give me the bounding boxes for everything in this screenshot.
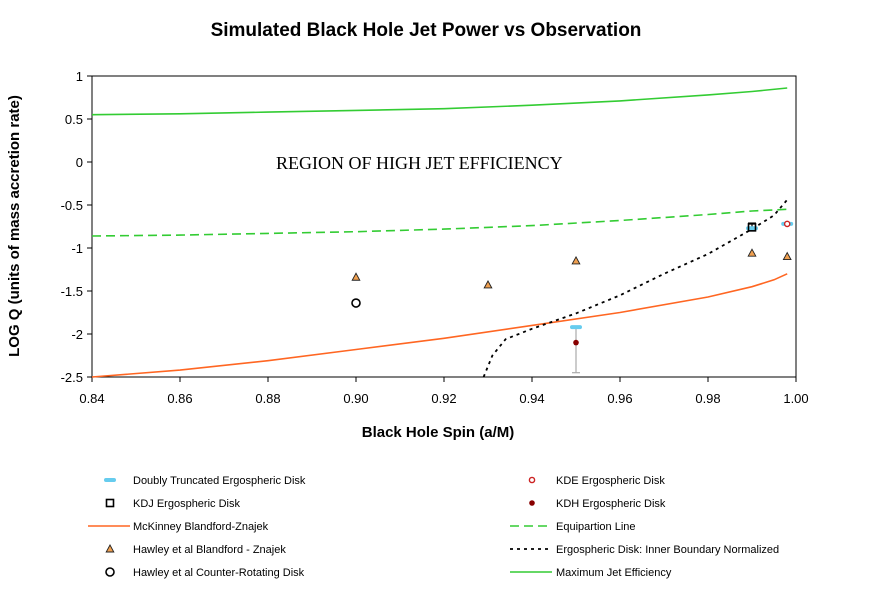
- legend-entry-equipartion-line: Equipartion Line: [556, 521, 636, 533]
- x-tick-label: 0.98: [695, 391, 720, 406]
- x-tick-label: 0.86: [167, 391, 192, 406]
- legend: Doubly Truncated Ergospheric Disk KDJ Erg…: [88, 475, 779, 579]
- y-axis-ticks: 1 0.5 0 -0.5 -1 -1.5 -2 -2.5: [61, 69, 92, 385]
- legend-entry-hawley-et-al-counter-rotating-disk: Hawley et al Counter-Rotating Disk: [133, 567, 305, 579]
- y-tick-label: 1: [76, 69, 83, 84]
- legend-entry-ergospheric-disk-inner-boundary-normalized: Ergospheric Disk: Inner Boundary Normali…: [556, 544, 779, 556]
- x-tick-label: 0.94: [519, 391, 544, 406]
- data-point-kdj-ergospheric-disk: [747, 223, 757, 232]
- x-tick-label: 0.90: [343, 391, 368, 406]
- legend-swatch-hawley-et-al-counter-rotating-disk: [105, 567, 115, 577]
- data-point-hawley-et-al-blandford-znajek: [571, 255, 581, 265]
- y-axis-label: LOG Q (units of mass accretion rate): [6, 95, 23, 357]
- y-tick-label: -2.5: [61, 370, 83, 385]
- data-point-hawley-et-al-blandford-znajek: [747, 248, 757, 257]
- y-tick-label: -2: [71, 327, 83, 342]
- legend-entry-maximum-jet-efficiency: Maximum Jet Efficiency: [556, 567, 672, 579]
- series-line-equipartion-line: [91, 208, 788, 237]
- x-axis-label: Black Hole Spin (a/M): [362, 424, 515, 441]
- x-tick-label: 0.92: [431, 391, 456, 406]
- legend-entry-kdh-ergospheric-disk: KDH Ergospheric Disk: [556, 498, 666, 510]
- legend-entry-doubly-truncated-ergospheric-disk: Doubly Truncated Ergospheric Disk: [133, 475, 306, 487]
- legend-entry-kde-ergospheric-disk: KDE Ergospheric Disk: [556, 475, 665, 487]
- data-point-hawley-et-al-blandford-znajek: [351, 272, 361, 281]
- legend-entry-kdj-ergospheric-disk: KDJ Ergospheric Disk: [133, 498, 240, 510]
- data-point-hawley-et-al-counter-rotating-disk: [351, 298, 361, 308]
- series-layer: [91, 87, 794, 378]
- legend-entry-mckinney-blandford-znajek: McKinney Blandford-Znajek: [133, 521, 269, 533]
- legend-entry-hawley-et-al-blandford-znajek: Hawley et al Blandford - Znajek: [133, 544, 286, 556]
- legend-swatch-kdh-ergospheric-disk: [529, 500, 535, 506]
- x-tick-label: 1.00: [783, 391, 808, 406]
- x-axis-ticks: 0.84 0.86 0.88 0.90 0.92 0.94 0.96 0.98 1.00: [79, 377, 809, 406]
- y-tick-label: -0.5: [61, 198, 83, 213]
- data-point-hawley-et-al-blandford-znajek: [782, 251, 792, 261]
- legend-swatch-doubly-truncated-ergospheric-disk: [104, 478, 116, 482]
- data-point-kdh-ergospheric-disk: [573, 339, 579, 346]
- y-tick-label: 0.5: [65, 112, 83, 127]
- y-tick-label: -1.5: [61, 284, 83, 299]
- x-tick-label: 0.96: [607, 391, 632, 406]
- y-tick-label: 0: [76, 155, 83, 170]
- plot-area: [91, 75, 797, 378]
- chart-title: Simulated Black Hole Jet Power vs Observ…: [211, 20, 642, 41]
- data-point-hawley-et-al-blandford-znajek: [483, 280, 493, 289]
- data-point-kde-ergospheric-disk: [783, 220, 791, 228]
- legend-swatch-hawley-et-al-blandford-znajek: [105, 544, 115, 553]
- series-line-maximum-jet-efficiency: [91, 87, 788, 116]
- series-line-mckinney-blandford-znajek: [91, 273, 788, 378]
- legend-swatch-kde-ergospheric-disk: [528, 476, 536, 484]
- legend-swatch-kdj-ergospheric-disk: [105, 498, 115, 508]
- data-point-doubly-truncated-ergospheric-disk: [570, 325, 582, 330]
- x-tick-label: 0.88: [255, 391, 280, 406]
- series-line-ergospheric-disk-inner-boundary-normalized: [482, 199, 788, 378]
- chart-annotation: REGION OF HIGH JET EFFICIENCY: [276, 153, 563, 173]
- x-tick-label: 0.84: [79, 391, 104, 406]
- y-tick-label: -1: [71, 241, 83, 256]
